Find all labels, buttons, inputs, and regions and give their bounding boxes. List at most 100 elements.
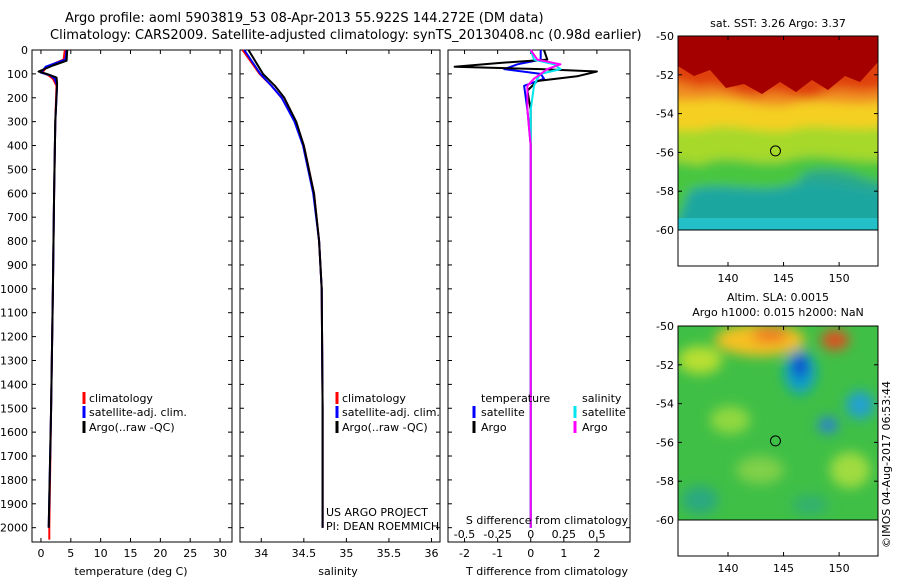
difference-legend: temperature salinity satellite Argo sate… xyxy=(472,392,626,434)
x-tick-label: 35.5 xyxy=(377,547,402,560)
sla-blob-blue-right xyxy=(818,417,838,433)
argo-location-marker xyxy=(769,435,781,447)
map-y-tick-label: -52 xyxy=(656,69,674,82)
project-credit: US ARGO PROJECT xyxy=(326,506,428,519)
y-tick-label: 1200 xyxy=(0,331,28,344)
map-x-tick-label: 140 xyxy=(718,272,739,285)
x-tick-label: 30 xyxy=(213,547,227,560)
sla-map-title: Altim. SLA: 0.0015 xyxy=(727,291,829,304)
y-tick-label: 100 xyxy=(7,68,28,81)
x-tick-label: 2 xyxy=(593,547,600,560)
argo-location-marker xyxy=(769,145,781,157)
y-tick-label: 900 xyxy=(7,259,28,272)
legend-t-argo-label: Argo xyxy=(481,421,507,434)
x2-tick-label: -0.25 xyxy=(483,528,511,541)
legend-t-satellite-label: satellite xyxy=(481,406,525,419)
map-y-tick-label: -50 xyxy=(656,320,674,333)
sla-blob-yellowgreen-right xyxy=(830,452,870,488)
map-x-tick-label: 140 xyxy=(718,562,739,575)
legend-argo-label: Argo(..raw -QC) xyxy=(342,421,428,434)
sla-map-panel: Altim. SLA: 0.0015 Argo h1000: 0.015 h20… xyxy=(656,291,879,575)
temperature-legend: climatology satellite-adj. clim. Argo(..… xyxy=(82,392,187,434)
legend-salinity-title: salinity xyxy=(582,392,622,405)
x-tick-label: 1 xyxy=(560,547,567,560)
sst-band-yellow xyxy=(678,94,878,131)
x-tick-label: 25 xyxy=(183,547,197,560)
sst-band-bottom xyxy=(678,218,878,230)
y-tick-label: 1100 xyxy=(0,307,28,320)
salinity-xlabel: salinity xyxy=(318,565,358,578)
series-line-argo-raw-qc- xyxy=(37,49,69,528)
x-tick-label: 0 xyxy=(37,547,44,560)
x-tick-label: 10 xyxy=(94,547,108,560)
sla-map-border xyxy=(677,325,879,557)
salinity-panel: 34 34.5 35 35.5 36 climatology satellite-adj… xyxy=(239,49,441,578)
pi-credit: PI: DEAN ROEMMICH xyxy=(326,520,439,533)
x-tick-label: 0 xyxy=(527,547,534,560)
sst-band-darkred xyxy=(678,36,878,94)
y-tick-label: 1600 xyxy=(0,426,28,439)
y-tick-label: 1700 xyxy=(0,450,28,463)
y-tick-label: 1300 xyxy=(0,354,28,367)
map-y-tick-label: -56 xyxy=(656,146,674,159)
y-tick-label: 1900 xyxy=(0,498,28,511)
x-tick-label: 5 xyxy=(67,547,74,560)
sla-blob-yellowgreen-left xyxy=(678,346,722,374)
y-tick-label: 500 xyxy=(7,163,28,176)
y-tick-label: 200 xyxy=(7,92,28,105)
title-line-2: Climatology: CARS2009. Satellite-adjuste… xyxy=(50,28,642,43)
sla-heatmap xyxy=(678,326,878,520)
legend-s-argo-label: Argo xyxy=(582,421,608,434)
map-y-tick-label: -54 xyxy=(656,398,674,411)
map-x-tick-label: 145 xyxy=(773,272,794,285)
x-tick-label: 36 xyxy=(424,547,438,560)
y-tick-label: 1800 xyxy=(0,474,28,487)
x2-tick-label: 0.5 xyxy=(588,528,606,541)
sst-map-border xyxy=(677,35,879,267)
sla-blob-red-right xyxy=(821,330,849,350)
y-tick-label: 600 xyxy=(7,187,28,200)
s-difference-xlabel: S difference from climatology xyxy=(466,514,629,527)
legend-s-satellite-label: satellite xyxy=(582,406,626,419)
map-y-tick-label: -54 xyxy=(656,108,674,121)
y-tick-label: 1000 xyxy=(0,283,28,296)
legend-argo-label: Argo(..raw -QC) xyxy=(89,421,175,434)
map-y-tick-label: -58 xyxy=(656,475,674,488)
salinity-axes-box xyxy=(239,49,441,543)
x-tick-label: -1 xyxy=(492,547,503,560)
sla-map-subtitle: Argo h1000: 0.015 h2000: NaN xyxy=(692,306,864,319)
legend-satellite-label: satellite-adj. clim. xyxy=(342,406,440,419)
salinity-legend: climatology satellite-adj. clim. Argo(..… xyxy=(335,392,440,434)
sla-blob-teal-bottom xyxy=(682,486,718,514)
y-tick-label: 800 xyxy=(7,235,28,248)
legend-climatology-label: climatology xyxy=(342,392,406,405)
sst-map-panel: sat. SST: 3.26 Argo: 3.37 -50 -52 -54 -56 -5… xyxy=(656,17,879,285)
title-line-1: Argo profile: aoml 5903819_53 08-Apr-201… xyxy=(65,11,544,26)
x-tick-label: 15 xyxy=(124,547,138,560)
series-line-s-argo xyxy=(526,49,562,528)
y-tick-label: 0 xyxy=(21,44,28,57)
legend-climatology-label: climatology xyxy=(89,392,153,405)
temperature-axes-box xyxy=(31,49,233,543)
x-tick-label: 34 xyxy=(254,547,268,560)
sst-map-title: sat. SST: 3.26 Argo: 3.37 xyxy=(710,17,846,30)
map-y-tick-label: -52 xyxy=(656,359,674,372)
map-y-tick-label: -60 xyxy=(656,514,674,527)
series-line-argo-raw-qc- xyxy=(247,49,324,528)
y-tick-label: 1400 xyxy=(0,378,28,391)
x-tick-label: 20 xyxy=(153,547,167,560)
sla-blob-blue xyxy=(793,354,807,378)
legend-temperature-title: temperature xyxy=(481,392,550,405)
imos-timestamp: ©IMOS 04-Aug-2017 06:53:44 xyxy=(880,381,893,548)
y-tick-label: 1500 xyxy=(0,402,28,415)
y-tick-label: 700 xyxy=(7,211,28,224)
x2-tick-label: 0 xyxy=(527,528,534,541)
y-tick-label: 400 xyxy=(7,140,28,153)
sla-blob-cyan-right xyxy=(846,391,874,419)
x2-tick-label: -0.5 xyxy=(454,528,475,541)
x-tick-label: 34.5 xyxy=(292,547,317,560)
x-tick-label: -2 xyxy=(459,547,470,560)
sla-blob-lightgreen-2 xyxy=(736,456,784,484)
x-tick-label: 35 xyxy=(339,547,353,560)
